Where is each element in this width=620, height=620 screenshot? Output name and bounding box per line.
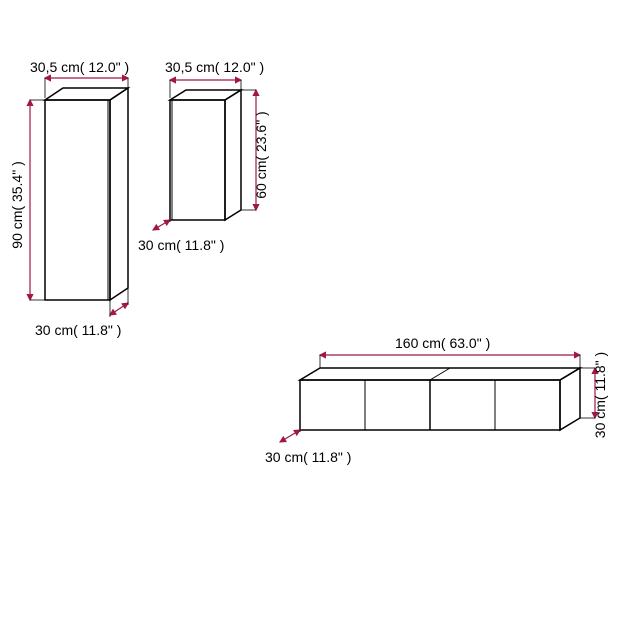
long-cabinet: 160 cm( 63.0" ) 30 cm( 11.8" ) 30 cm( 11…: [265, 335, 608, 465]
long-depth-label: 30 cm( 11.8" ): [265, 449, 351, 465]
med-width-label: 30,5 cm( 12.0" ): [165, 59, 264, 75]
tall-width-label: 30,5 cm( 12.0" ): [30, 59, 129, 75]
med-height-label: 60 cm( 23.6" ): [253, 111, 269, 198]
tall-depth-label: 30 cm( 11.8" ): [35, 322, 121, 338]
dim-tall-depth: [110, 303, 128, 315]
dim-long-depth: [280, 430, 300, 442]
tall-cabinet: 30,5 cm( 12.0" ) 90 cm( 35.4" ) 30 cm( 1…: [9, 59, 129, 338]
long-height-label: 30 cm( 11.8" ): [592, 352, 608, 438]
medium-cabinet: 30,5 cm( 12.0" ) 60 cm( 23.6" ) 30 cm( 1…: [138, 59, 269, 253]
dim-med-depth: [153, 220, 170, 230]
long-width-label: 160 cm( 63.0" ): [395, 335, 490, 351]
med-depth-label: 30 cm( 11.8" ): [138, 237, 224, 253]
tall-height-label: 90 cm( 35.4" ): [9, 161, 25, 248]
